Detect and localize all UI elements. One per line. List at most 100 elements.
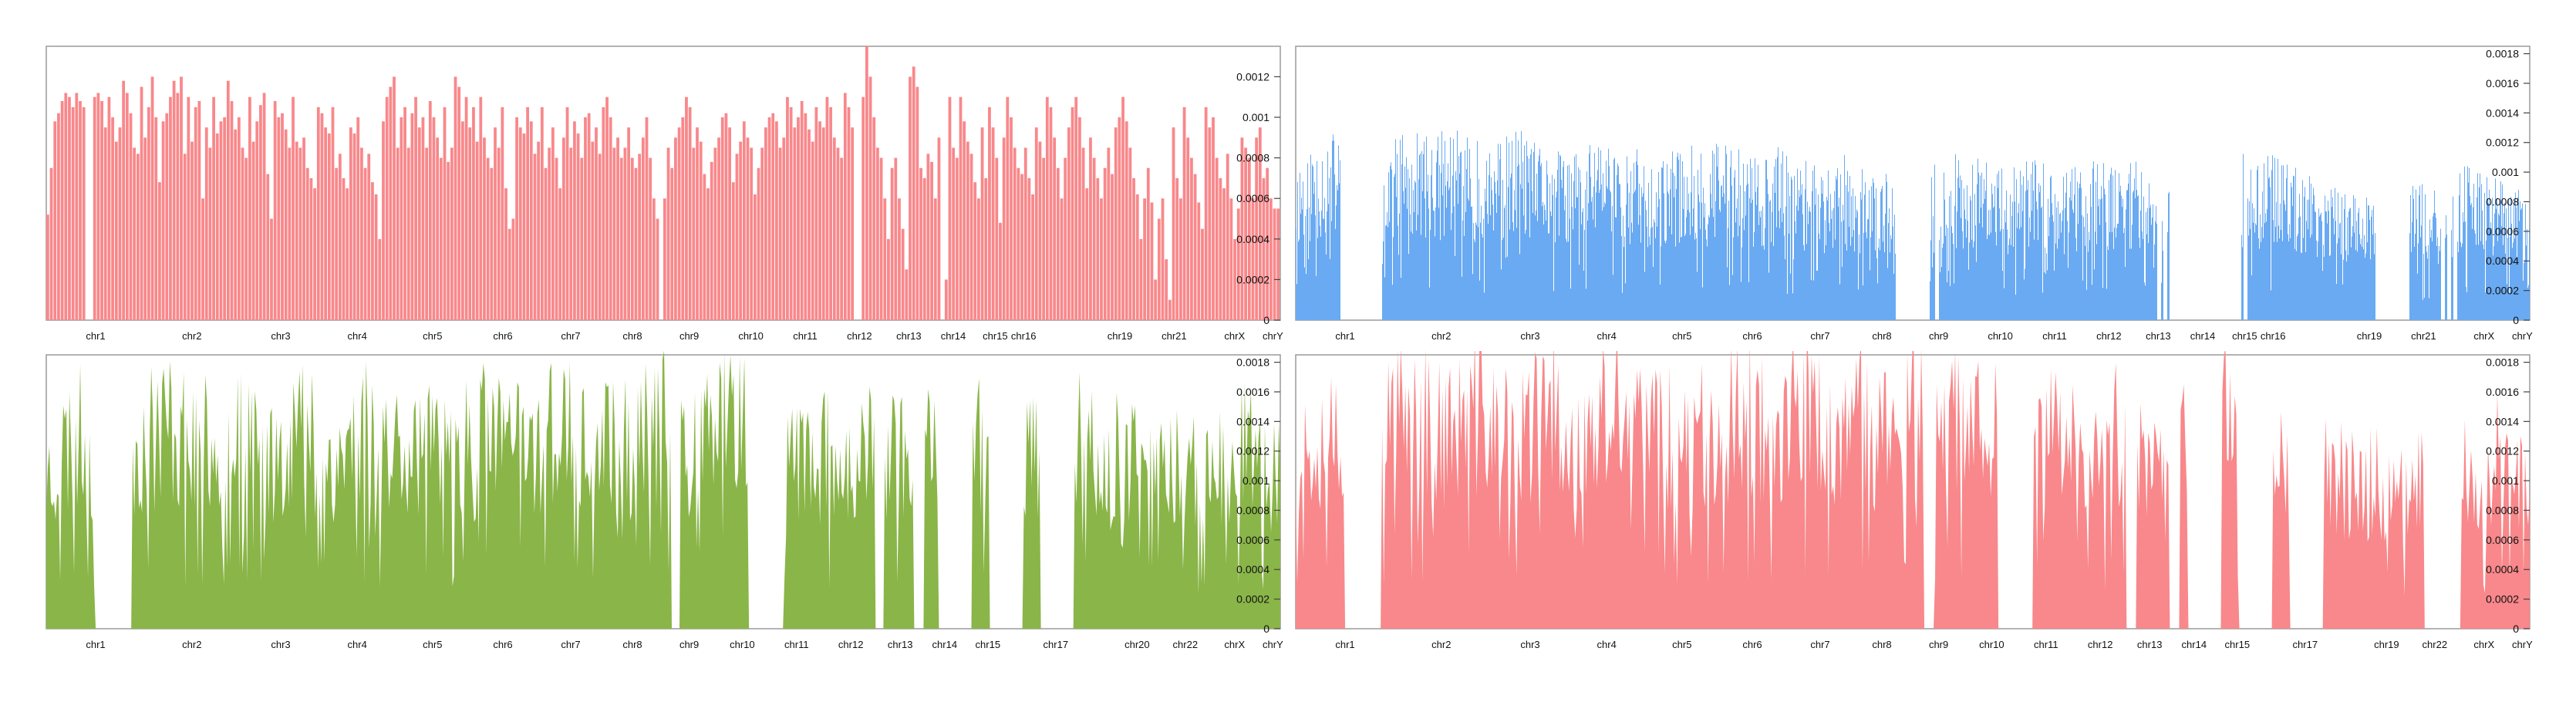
bar [1333, 134, 1334, 320]
chromosome-label: chrY [1263, 639, 1283, 650]
chromosome-label: chr15 [2225, 639, 2251, 650]
bar [909, 76, 912, 320]
chromosome-label: chr2 [1431, 639, 1451, 650]
bar [1402, 135, 1403, 320]
bar [1965, 218, 1966, 320]
bar [1602, 211, 1603, 320]
bar [2416, 219, 2417, 320]
bar [1882, 186, 1883, 320]
bar [1492, 204, 1493, 320]
chromosome-label: chr1 [1335, 639, 1354, 650]
bar [1806, 244, 1807, 320]
bar [1803, 245, 1804, 320]
bar [1873, 182, 1874, 320]
chromosome-label: chr3 [271, 330, 290, 342]
bar [60, 101, 64, 320]
bar [1776, 227, 1777, 320]
bar [1428, 208, 1429, 320]
bar [2479, 187, 2480, 320]
bar [616, 137, 619, 320]
bar [461, 121, 464, 321]
bar [2067, 221, 2068, 320]
bar [1504, 208, 1505, 320]
bar [1952, 233, 1953, 320]
bar [1979, 223, 1980, 320]
bar [2280, 203, 2281, 320]
bar [1394, 174, 1395, 320]
chromosome-label: chr9 [1929, 330, 1948, 342]
bar [2305, 251, 2306, 320]
bar [1992, 194, 1993, 320]
bar [1931, 177, 1932, 320]
bar [1436, 162, 1437, 320]
bar [1597, 170, 1598, 320]
bar [619, 157, 623, 320]
bar [2328, 211, 2329, 320]
bar [1516, 228, 1517, 320]
bar [1389, 221, 1390, 320]
bar [2109, 231, 2110, 320]
area-series [46, 351, 1280, 629]
bar [1569, 164, 1570, 320]
bar [1762, 206, 1763, 320]
y-tick-label: 0.0004 [1236, 563, 1269, 575]
y-axis: 00.00020.00040.00060.00080.0010.00120.00… [1236, 356, 1280, 635]
bar [576, 133, 580, 320]
bar [1541, 163, 1542, 320]
chromosome-label: chrY [2512, 330, 2533, 342]
bar [2016, 179, 2017, 320]
bar [1544, 204, 1545, 320]
bar [346, 188, 349, 320]
bar [1305, 216, 1306, 320]
bar [818, 121, 821, 321]
bar [1739, 225, 1740, 320]
bar [2332, 197, 2333, 320]
bar [2136, 190, 2137, 320]
bar [2082, 280, 2083, 320]
bar [1797, 168, 1798, 320]
bar [1675, 246, 1676, 320]
bar [1408, 254, 1409, 320]
bar [2088, 251, 2089, 320]
bar [1476, 224, 1477, 320]
bar [1335, 228, 1336, 320]
bar [1470, 178, 1471, 320]
bar [1297, 181, 1298, 320]
bar [494, 127, 497, 320]
bar [1312, 164, 1313, 320]
bar [1049, 106, 1053, 320]
bar [1034, 127, 1038, 320]
bar [1951, 226, 1952, 320]
bar [1988, 210, 1989, 320]
x-axis-chromosomes: chr1 chr2 chr3 chr4 chr5 chr6 chr7 chr8 chr9 chr1… [86, 330, 1283, 342]
bar [2499, 215, 2500, 320]
bar [46, 214, 49, 320]
bar [1772, 183, 1773, 320]
bar [2063, 177, 2064, 320]
bar [995, 157, 999, 320]
bar [1999, 208, 2000, 320]
bar [2098, 206, 2099, 320]
bar [371, 182, 374, 320]
bar [1981, 172, 1982, 320]
bar [944, 279, 948, 320]
bar [1984, 198, 1985, 320]
bar [1397, 154, 1398, 320]
bar [2480, 241, 2481, 320]
bar [1240, 137, 1244, 320]
bar [1970, 196, 1971, 320]
bar [2419, 185, 2420, 320]
bar [1255, 137, 1259, 320]
bar [775, 121, 778, 321]
bar [1886, 181, 1887, 320]
bar [1523, 215, 1524, 320]
bar [1850, 245, 1851, 320]
bar [1722, 197, 1723, 320]
bar [2004, 210, 2005, 320]
chromosome-label: chr10 [738, 330, 764, 342]
bar [1821, 177, 1822, 320]
bar [890, 167, 894, 320]
bar [1660, 284, 1661, 320]
chromosome-label: chr7 [561, 639, 580, 650]
chart-bottom-right: 00.00020.00040.00060.00080.0010.00120.00… [1295, 351, 2533, 650]
